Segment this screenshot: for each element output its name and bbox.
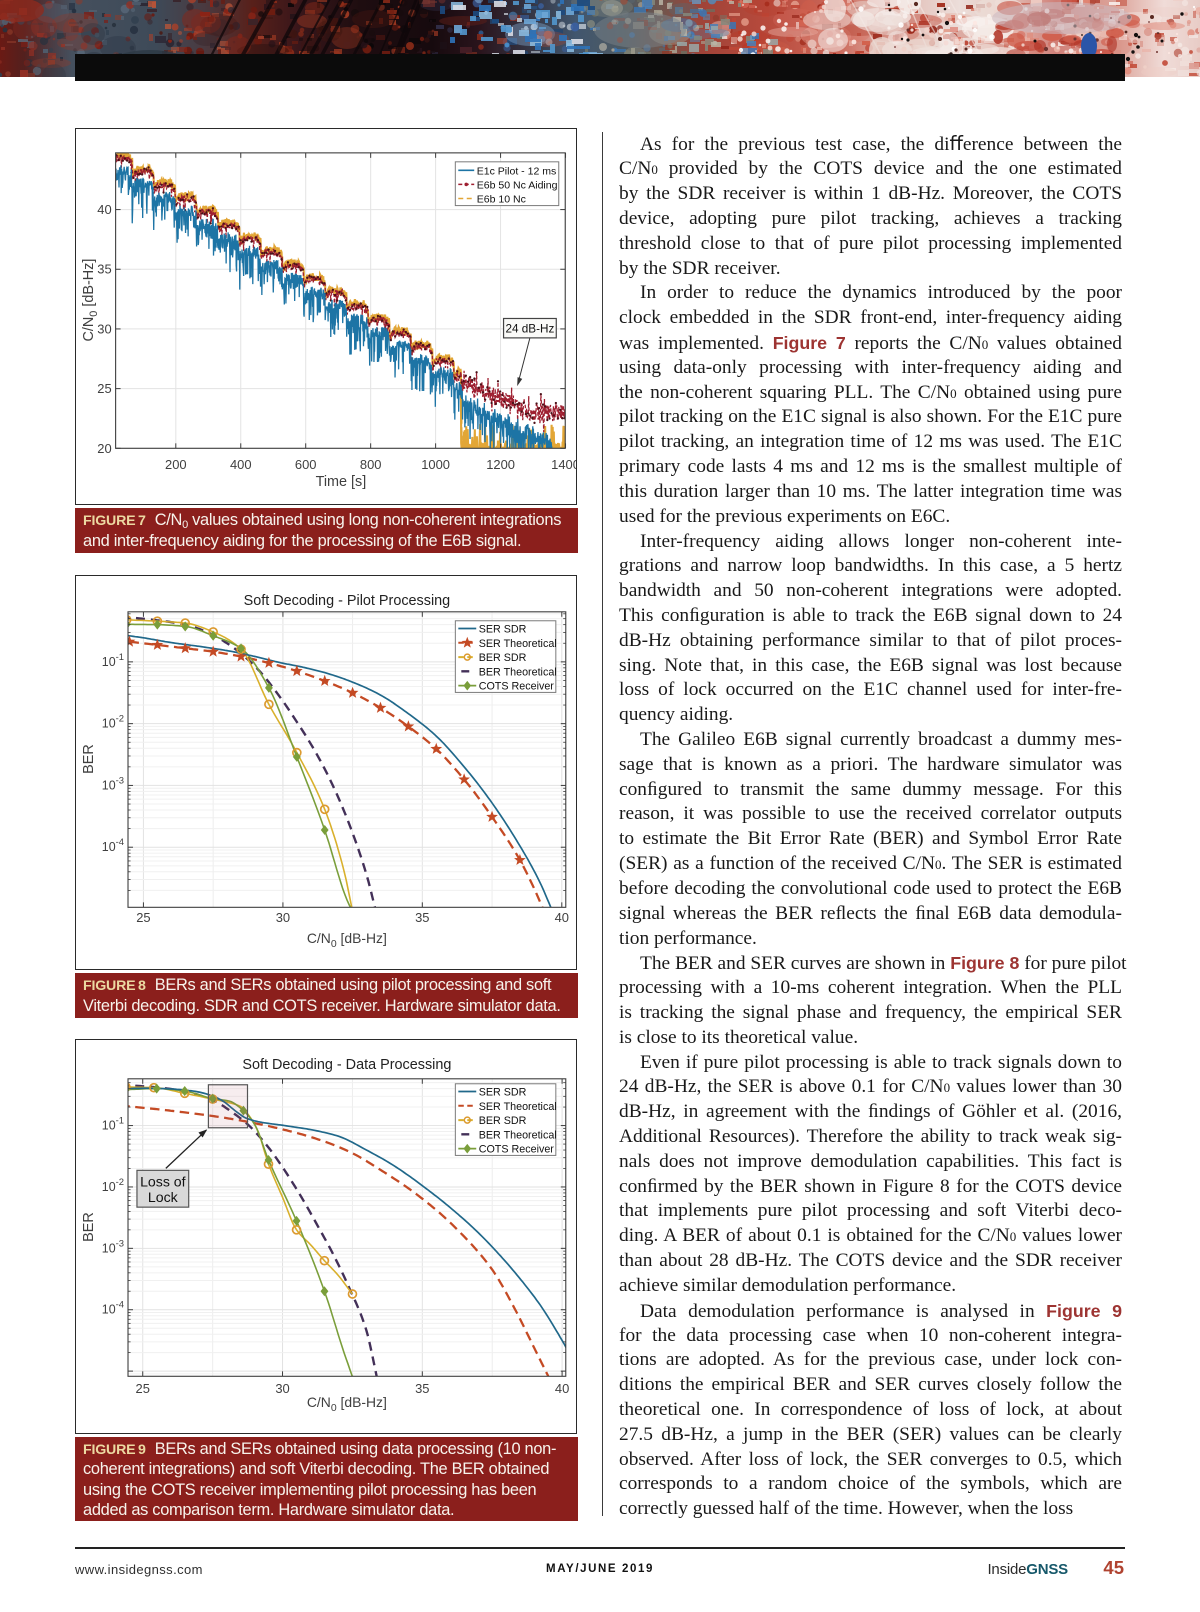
- svg-text:200: 200: [165, 457, 187, 472]
- svg-text:COTS Receiver: COTS Receiver: [479, 1144, 555, 1156]
- svg-text:24 dB-Hz: 24 dB-Hz: [505, 323, 554, 336]
- svg-text:10-3: 10-3: [102, 1238, 124, 1255]
- svg-text:C/N0 [dB-Hz]: C/N0 [dB-Hz]: [81, 259, 100, 342]
- svg-text:Time [s]: Time [s]: [316, 474, 367, 490]
- svg-text:Lock: Lock: [148, 1189, 179, 1205]
- svg-text:10-3: 10-3: [102, 775, 124, 792]
- svg-text:25: 25: [136, 910, 150, 925]
- svg-text:25: 25: [97, 381, 111, 396]
- svg-text:Soft Decoding - Data Processin: Soft Decoding - Data Processing: [242, 1057, 451, 1073]
- svg-text:BER SDR: BER SDR: [479, 652, 527, 664]
- svg-text:BER: BER: [81, 744, 97, 774]
- svg-text:600: 600: [295, 457, 317, 472]
- svg-text:10-4: 10-4: [102, 837, 124, 854]
- svg-text:400: 400: [230, 457, 252, 472]
- svg-text:10-2: 10-2: [102, 1177, 124, 1194]
- svg-text:1000: 1000: [421, 457, 450, 472]
- svg-text:35: 35: [415, 1381, 429, 1396]
- svg-text:SER SDR: SER SDR: [479, 1087, 527, 1099]
- svg-text:35: 35: [97, 262, 111, 277]
- svg-text:1200: 1200: [486, 457, 515, 472]
- svg-text:E6b 50 Nc Aiding: E6b 50 Nc Aiding: [477, 179, 558, 191]
- svg-text:40: 40: [97, 202, 111, 217]
- svg-text:30: 30: [275, 1381, 289, 1396]
- svg-text:20: 20: [97, 441, 111, 456]
- svg-text:10-2: 10-2: [102, 714, 124, 731]
- svg-text:40: 40: [555, 1381, 569, 1396]
- svg-text:SER Theoretical: SER Theoretical: [479, 1101, 557, 1113]
- svg-text:10-1: 10-1: [102, 1116, 124, 1133]
- svg-text:25: 25: [136, 1381, 150, 1396]
- svg-text:SER Theoretical: SER Theoretical: [479, 638, 557, 650]
- svg-text:BER SDR: BER SDR: [479, 1115, 527, 1127]
- svg-text:SER SDR: SER SDR: [479, 624, 527, 636]
- svg-text:BER Theoretical: BER Theoretical: [479, 666, 557, 678]
- svg-text:30: 30: [276, 910, 290, 925]
- svg-text:800: 800: [360, 457, 382, 472]
- svg-text:BER Theoretical: BER Theoretical: [479, 1129, 557, 1141]
- svg-text:COTS Receiver: COTS Receiver: [479, 681, 555, 693]
- svg-text:E6b 10 Nc: E6b 10 Nc: [477, 194, 526, 206]
- svg-text:10-1: 10-1: [102, 652, 124, 669]
- svg-text:40: 40: [555, 910, 569, 925]
- svg-text:Loss of: Loss of: [140, 1173, 186, 1189]
- svg-text:Soft Decoding - Pilot Processi: Soft Decoding - Pilot Processing: [244, 593, 451, 609]
- svg-text:30: 30: [97, 321, 111, 336]
- svg-text:35: 35: [415, 910, 429, 925]
- svg-text:C/N0 [dB-Hz]: C/N0 [dB-Hz]: [307, 930, 387, 950]
- svg-text:1400: 1400: [551, 457, 577, 472]
- svg-text:C/N0 [dB-Hz]: C/N0 [dB-Hz]: [307, 1394, 387, 1414]
- svg-text:10-4: 10-4: [102, 1300, 124, 1317]
- svg-text:E1c Pilot - 12 ms: E1c Pilot - 12 ms: [477, 165, 557, 177]
- svg-text:BER: BER: [81, 1212, 97, 1242]
